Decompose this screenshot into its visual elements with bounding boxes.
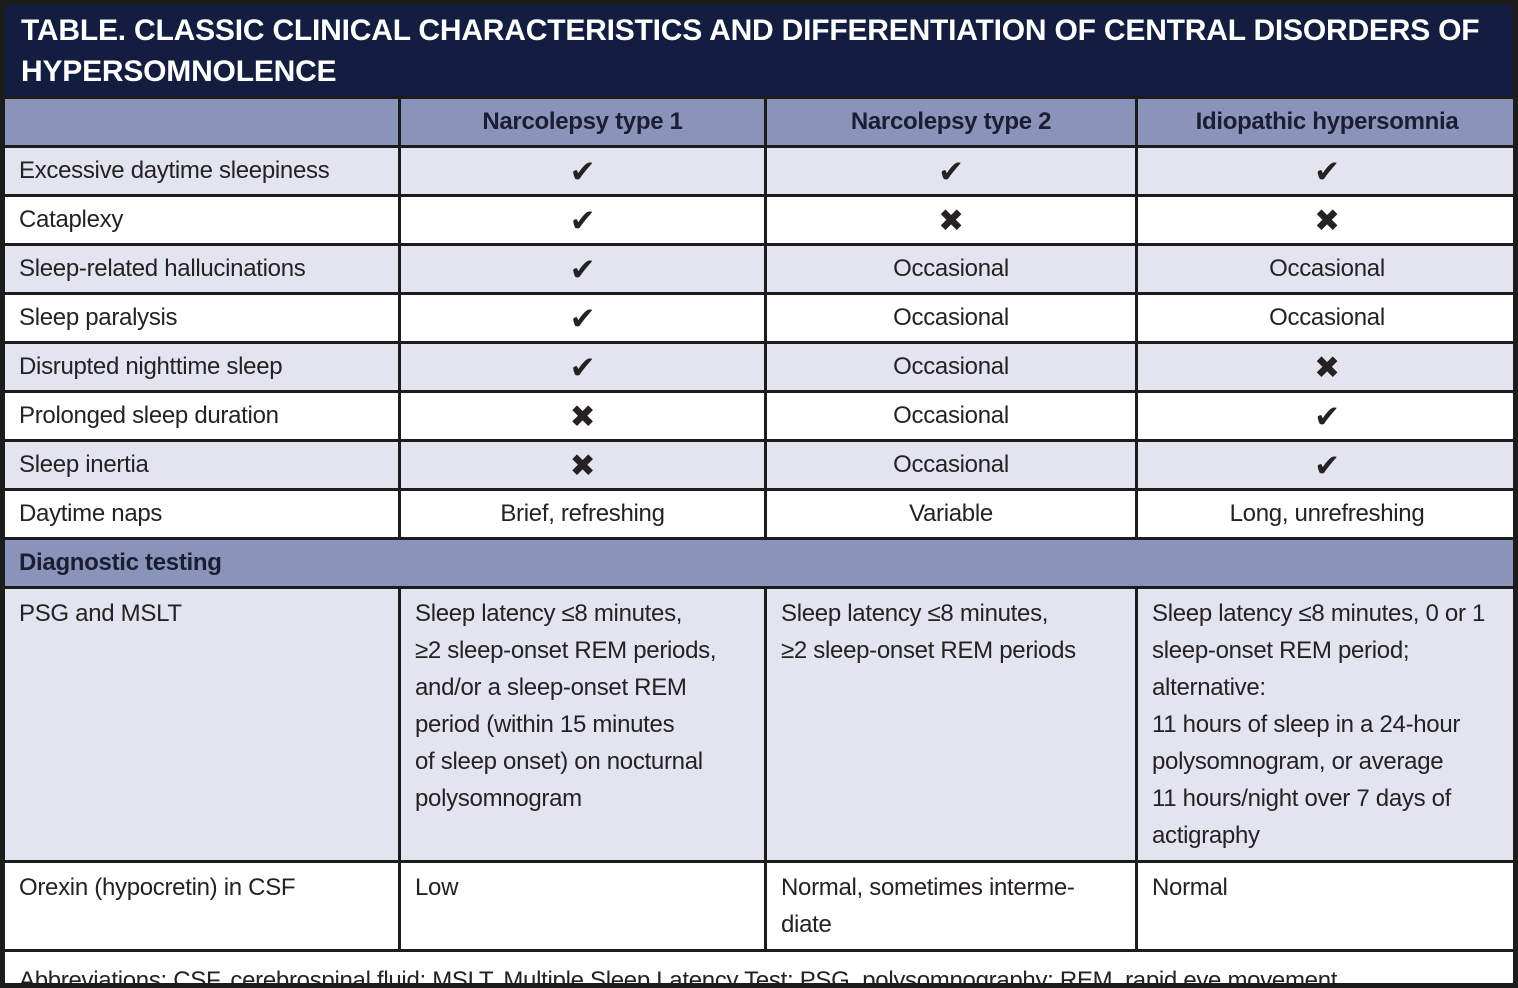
value-cell: Occasional (1135, 292, 1513, 344)
row-label: Disrupted nighttime sleep (5, 341, 401, 393)
footnote-row: Abbreviations: CSF, cerebrospinal fluid;… (5, 949, 1513, 988)
row-label: Daytime naps (5, 488, 401, 540)
value-cell: ✔ (398, 341, 767, 393)
value-cell: Occasional (764, 243, 1138, 295)
value-cell: ✔ (398, 194, 767, 246)
value-cell: Low (398, 860, 767, 952)
value-cell: ✔ (1135, 390, 1513, 442)
table-row: Disrupted nighttime sleep ✔ Occasional ✖ (5, 341, 1513, 393)
row-label: Cataplexy (5, 194, 401, 246)
value-cell: Occasional (764, 439, 1138, 491)
section-header-row: Diagnostic testing (5, 537, 1513, 589)
column-header-blank (5, 96, 401, 148)
table-row: Sleep inertia ✖ Occasional ✔ (5, 439, 1513, 491)
value-cell: Brief, refreshing (398, 488, 767, 540)
value-cell: ✖ (398, 439, 767, 491)
value-cell: ✔ (398, 243, 767, 295)
value-cell: ✖ (398, 390, 767, 442)
table-row: Orexin (hypocretin) in CSF Low Normal, s… (5, 860, 1513, 952)
column-header-narcolepsy-type-1: Narcolepsy type 1 (398, 96, 767, 148)
section-header-label: Diagnostic testing (5, 537, 1513, 589)
value-cell: ✔ (398, 145, 767, 197)
table-row: PSG and MSLT Sleep latency ≤8 minutes, ≥… (5, 586, 1513, 863)
value-cell: ✖ (1135, 341, 1513, 393)
value-cell: Variable (764, 488, 1138, 540)
row-label: PSG and MSLT (5, 586, 401, 863)
table-row: Sleep-related hallucinations ✔ Occasiona… (5, 243, 1513, 295)
value-cell: ✔ (1135, 145, 1513, 197)
value-cell: Normal, sometimes interme- diate (764, 860, 1138, 952)
footnote-cell: Abbreviations: CSF, cerebrospinal fluid;… (5, 949, 1513, 988)
table-title: TABLE. CLASSIC CLINICAL CHARACTERISTICS … (5, 5, 1513, 96)
value-cell: ✔ (764, 145, 1138, 197)
value-cell: Sleep latency ≤8 minutes, ≥2 sleep-onset… (398, 586, 767, 863)
value-cell: Occasional (764, 341, 1138, 393)
column-header-narcolepsy-type-2: Narcolepsy type 2 (764, 96, 1138, 148)
value-cell: Occasional (1135, 243, 1513, 295)
row-label: Sleep-related hallucinations (5, 243, 401, 295)
row-label: Excessive daytime sleepiness (5, 145, 401, 197)
row-label: Prolonged sleep duration (5, 390, 401, 442)
table-row: Daytime naps Brief, refreshing Variable … (5, 488, 1513, 540)
row-label: Orexin (hypocretin) in CSF (5, 860, 401, 952)
value-cell: ✖ (764, 194, 1138, 246)
column-header-row: Narcolepsy type 1 Narcolepsy type 2 Idio… (5, 96, 1513, 148)
value-cell: Sleep latency ≤8 minutes, ≥2 sleep-onset… (764, 586, 1138, 863)
footnote-abbreviations: Abbreviations: CSF, cerebrospinal fluid;… (19, 967, 1344, 988)
column-header-idiopathic-hypersomnia: Idiopathic hypersomnia (1135, 96, 1513, 148)
row-label: Sleep inertia (5, 439, 401, 491)
value-cell: Long, unrefreshing (1135, 488, 1513, 540)
value-cell: Normal (1135, 860, 1513, 952)
table-row: Excessive daytime sleepiness ✔ ✔ ✔ (5, 145, 1513, 197)
table-row: Cataplexy ✔ ✖ ✖ (5, 194, 1513, 246)
value-cell: Occasional (764, 390, 1138, 442)
value-cell: Sleep latency ≤8 minutes, 0 or 1 sleep-o… (1135, 586, 1513, 863)
value-cell: ✔ (398, 292, 767, 344)
value-cell: Occasional (764, 292, 1138, 344)
hypersomnolence-table: Narcolepsy type 1 Narcolepsy type 2 Idio… (5, 96, 1513, 988)
table-row: Sleep paralysis ✔ Occasional Occasional (5, 292, 1513, 344)
table-row: Prolonged sleep duration ✖ Occasional ✔ (5, 390, 1513, 442)
value-cell: ✖ (1135, 194, 1513, 246)
row-label: Sleep paralysis (5, 292, 401, 344)
value-cell: ✔ (1135, 439, 1513, 491)
